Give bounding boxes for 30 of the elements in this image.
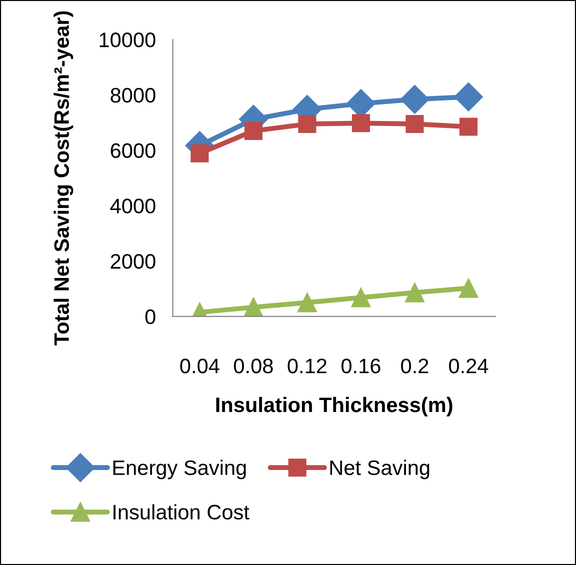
legend-label: Insulation Cost <box>114 504 250 520</box>
point <box>400 84 430 114</box>
y-tick-label: 6000 <box>110 143 156 158</box>
y-tick-label: 4000 <box>110 198 156 214</box>
point <box>244 122 262 140</box>
legend-label: Energy Saving <box>113 460 246 480</box>
y-tick-label: 8000 <box>110 88 156 103</box>
y-tick-label: 10000 <box>100 32 156 48</box>
x-tick-label: 0.24 <box>449 358 488 374</box>
x-tick-label: 0.2 <box>401 358 428 374</box>
y-axis-title: Total Net Saving Cost(Rs/m²-year) <box>54 11 74 346</box>
point <box>404 282 424 302</box>
legend-label: Net Saving <box>330 460 430 480</box>
x-tick-label: 0.16 <box>342 358 380 374</box>
x-tick-label: 0.12 <box>288 358 326 374</box>
x-tick-label: 0.08 <box>234 358 273 374</box>
point <box>297 292 317 312</box>
point <box>351 288 371 308</box>
point <box>298 114 316 134</box>
point <box>244 298 264 316</box>
y-tick-label: 2000 <box>110 254 156 269</box>
point <box>406 114 424 134</box>
y-tick-label: 0 <box>145 309 156 324</box>
point <box>459 118 478 136</box>
point <box>190 144 209 162</box>
point <box>454 82 483 112</box>
point <box>352 114 370 132</box>
x-axis-title: Insulation Thickness(m) <box>216 396 452 416</box>
point <box>458 278 478 298</box>
x-tick-label: 0.04 <box>180 358 220 374</box>
